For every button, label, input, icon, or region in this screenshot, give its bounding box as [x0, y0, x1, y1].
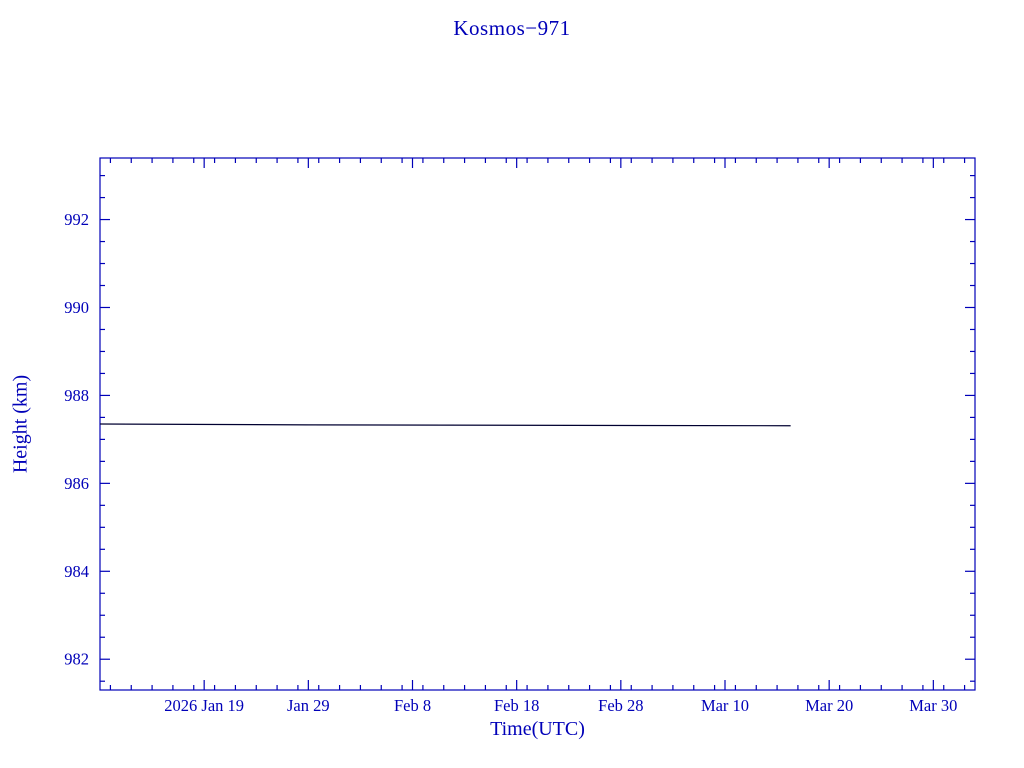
x-tick-label: Feb 28	[598, 696, 643, 715]
x-tick-label: Jan 29	[287, 696, 330, 715]
y-tick-label: 990	[64, 298, 89, 317]
x-tick-label: Feb 18	[494, 696, 539, 715]
x-tick-label: Mar 30	[909, 696, 957, 715]
y-axis-label: Height (km)	[9, 374, 32, 474]
y-tick-label: 986	[64, 474, 89, 493]
x-tick-label: Mar 10	[701, 696, 749, 715]
x-axis-label: Time(UTC)	[490, 718, 585, 740]
x-tick-label: Feb 8	[394, 696, 431, 715]
y-tick-label: 982	[64, 650, 89, 669]
series-line-height	[99, 423, 791, 427]
chart-title: Kosmos−971	[453, 16, 571, 40]
y-tick-label: 984	[64, 562, 89, 581]
x-tick-label: Mar 20	[805, 696, 853, 715]
y-tick-label: 992	[64, 210, 89, 229]
y-tick-label: 988	[64, 386, 89, 405]
x-tick-label: 2026 Jan 19	[164, 696, 244, 715]
